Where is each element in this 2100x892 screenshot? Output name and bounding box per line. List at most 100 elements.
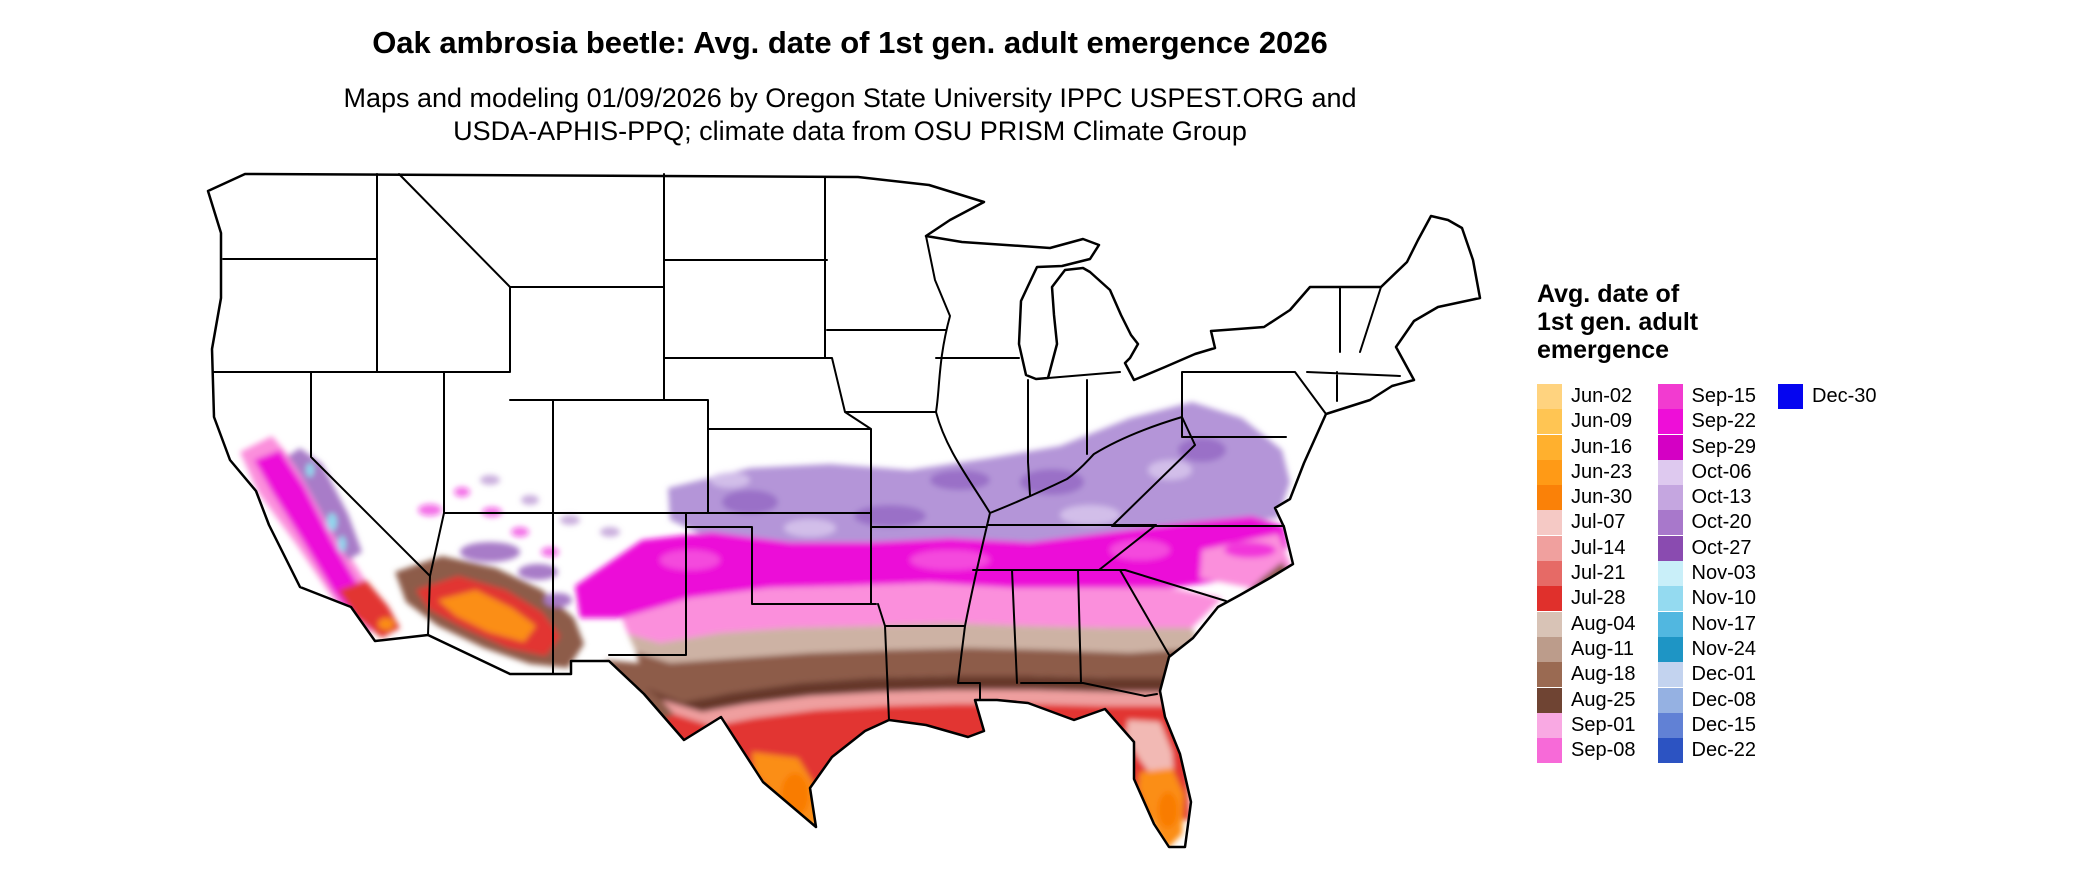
- legend-swatch: [1537, 636, 1562, 662]
- legend-date-label: Nov-10: [1691, 587, 1756, 610]
- legend-column-3: Dec-30: [1778, 384, 1876, 409]
- legend-date-label: Jun-23: [1571, 460, 1633, 483]
- legend-column-1: Jun-02 Jun-09 Jun-16 Jun-23 Jun-30 Jul-0…: [1537, 384, 1636, 764]
- legend-row: Sep-29: [1657, 434, 1757, 460]
- legend-title-line-2: 1st gen. adult: [1537, 308, 1699, 336]
- page-subtitle: Maps and modeling 01/09/2026 by Oregon S…: [0, 82, 1700, 148]
- legend-date-label: Nov-03: [1691, 562, 1756, 585]
- subtitle-line-2: USDA-APHIS-PPQ; climate data from OSU PR…: [453, 116, 1247, 146]
- legend-row: Jul-28: [1537, 586, 1636, 612]
- legend-row: Jun-02: [1537, 384, 1636, 409]
- legend-row: Aug-18: [1537, 662, 1636, 688]
- legend-swatch: [1537, 738, 1562, 764]
- state-borders: [213, 173, 1401, 721]
- emergence-band-layer: [240, 402, 1292, 847]
- legend-swatch: [1537, 384, 1562, 409]
- legend-swatch: [1657, 434, 1683, 460]
- legend-row: Dec-01: [1657, 662, 1757, 688]
- legend-date-label: Nov-17: [1691, 612, 1756, 635]
- legend-date-label: Jul-14: [1571, 536, 1626, 559]
- page-title: Oak ambrosia beetle: Avg. date of 1st ge…: [372, 25, 1328, 60]
- legend-row: Jun-09: [1537, 409, 1636, 435]
- legend-date-label: Aug-18: [1571, 663, 1636, 686]
- legend-date-label: Aug-04: [1571, 612, 1636, 635]
- legend-swatch: [1657, 662, 1683, 688]
- legend-date-label: Oct-06: [1691, 460, 1752, 483]
- legend-row: Nov-24: [1657, 636, 1757, 662]
- legend-swatch: [1537, 712, 1562, 738]
- legend-row: Sep-15: [1657, 384, 1756, 409]
- legend-date-label: Dec-01: [1691, 663, 1756, 686]
- legend-date-label: Aug-11: [1571, 637, 1635, 660]
- legend-date-label: Sep-01: [1571, 713, 1636, 736]
- legend-swatch: [1537, 485, 1562, 511]
- legend-swatch: [1657, 586, 1683, 612]
- legend-swatch: [1537, 535, 1562, 561]
- legend-date-label: Jul-21: [1571, 562, 1626, 585]
- legend-swatch: [1657, 561, 1683, 587]
- legend-swatch: [1537, 561, 1562, 587]
- legend-date-label: Jun-02: [1571, 385, 1633, 407]
- legend-swatch: [1537, 459, 1562, 485]
- legend-row: Aug-11: [1537, 636, 1636, 662]
- legend-swatch: [1657, 384, 1683, 409]
- legend-row: Dec-22: [1657, 738, 1757, 764]
- us-outline: [206, 172, 1482, 849]
- legend-swatch: [1537, 434, 1562, 460]
- legend-date-label: Oct-13: [1691, 486, 1752, 509]
- legend-swatch: [1657, 712, 1683, 738]
- legend-date-label: Jul-28: [1571, 587, 1626, 610]
- legend-row: Jun-30: [1537, 485, 1636, 511]
- legend-row: Sep-22: [1657, 409, 1757, 435]
- legend-row: Sep-01: [1537, 712, 1636, 738]
- legend-swatch: [1657, 459, 1683, 485]
- legend-swatch: [1778, 384, 1803, 409]
- legend-row: Dec-30: [1778, 384, 1876, 409]
- legend-date-label: Jun-09: [1571, 410, 1633, 433]
- legend-swatch: [1657, 409, 1683, 435]
- legend-date-label: Sep-22: [1691, 410, 1757, 433]
- legend-swatch: [1657, 535, 1683, 561]
- legend-row: Dec-15: [1657, 712, 1757, 738]
- legend-swatch: [1537, 586, 1562, 612]
- legend-row: Nov-03: [1657, 561, 1757, 587]
- legend-date-label: Dec-30: [1812, 385, 1877, 407]
- legend-swatch: [1657, 485, 1683, 511]
- legend-row: Oct-27: [1657, 535, 1757, 561]
- legend-row: Dec-08: [1657, 687, 1757, 713]
- map-header: Oak ambrosia beetle: Avg. date of 1st ge…: [0, 24, 1700, 148]
- legend-row: Aug-25: [1537, 687, 1636, 713]
- legend-date-label: Sep-08: [1571, 739, 1636, 762]
- legend-date-label: Jun-30: [1571, 486, 1633, 509]
- legend-swatch: [1537, 510, 1562, 536]
- legend-swatch: [1657, 687, 1683, 713]
- legend-row: Jun-23: [1537, 459, 1636, 485]
- legend-title: Avg. date of 1st gen. adult emergence: [1537, 280, 2077, 364]
- legend-row: Aug-04: [1537, 611, 1636, 637]
- legend-row: Jul-07: [1537, 510, 1636, 536]
- legend-swatch: [1537, 409, 1562, 435]
- legend-swatch: [1657, 611, 1683, 637]
- legend-swatch: [1657, 636, 1683, 662]
- legend-row: Jun-16: [1537, 434, 1636, 460]
- legend-date-label: Oct-27: [1691, 536, 1752, 559]
- legend-row: Oct-06: [1657, 459, 1757, 485]
- legend-column-2: Sep-15 Sep-22 Sep-29 Oct-06 Oct-13 Oct-2…: [1657, 384, 1757, 764]
- legend-date-label: Dec-15: [1691, 713, 1756, 736]
- us-emergence-map: [206, 172, 1482, 849]
- subtitle-line-1: Maps and modeling 01/09/2026 by Oregon S…: [343, 83, 1357, 113]
- legend-row: Oct-13: [1657, 485, 1757, 511]
- legend-date-label: Sep-29: [1691, 435, 1757, 458]
- legend-swatch: [1657, 510, 1683, 536]
- map-legend: Avg. date of 1st gen. adult emergence Ju…: [1537, 280, 2077, 764]
- legend-row: Sep-08: [1537, 738, 1636, 764]
- legend-swatch: [1537, 662, 1562, 688]
- legend-date-label: Jul-07: [1571, 511, 1626, 534]
- legend-row: Nov-10: [1657, 586, 1757, 612]
- legend-row: Jul-14: [1537, 535, 1636, 561]
- legend-row: Nov-17: [1657, 611, 1757, 637]
- legend-date-label: Aug-25: [1571, 688, 1636, 711]
- legend-columns: Jun-02 Jun-09 Jun-16 Jun-23 Jun-30 Jul-0…: [1537, 384, 2077, 764]
- legend-date-label: Dec-08: [1691, 688, 1756, 711]
- legend-row: Jul-21: [1537, 561, 1636, 587]
